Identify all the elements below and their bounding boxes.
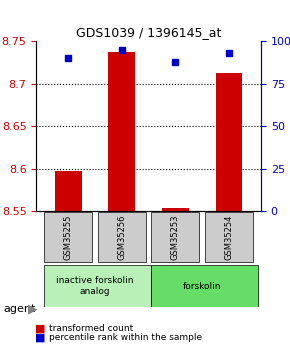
Title: GDS1039 / 1396145_at: GDS1039 / 1396145_at — [76, 26, 221, 39]
Text: transformed count: transformed count — [49, 324, 134, 333]
Text: GSM35253: GSM35253 — [171, 215, 180, 260]
Bar — [55, 171, 82, 211]
Text: GSM35254: GSM35254 — [224, 215, 233, 260]
Text: agent: agent — [3, 304, 35, 314]
FancyBboxPatch shape — [44, 265, 151, 307]
FancyBboxPatch shape — [151, 213, 200, 262]
Text: GSM35256: GSM35256 — [117, 215, 126, 260]
Text: GSM35255: GSM35255 — [64, 215, 73, 260]
Bar — [162, 208, 189, 211]
Bar — [108, 52, 135, 211]
Text: inactive forskolin
analog: inactive forskolin analog — [56, 276, 134, 296]
Text: ■: ■ — [35, 333, 45, 342]
Text: percentile rank within the sample: percentile rank within the sample — [49, 333, 202, 342]
FancyBboxPatch shape — [151, 265, 258, 307]
Bar — [215, 73, 242, 211]
Text: ■: ■ — [35, 324, 45, 334]
FancyBboxPatch shape — [98, 213, 146, 262]
Text: forskolin: forskolin — [183, 282, 221, 290]
Text: ▶: ▶ — [28, 302, 37, 315]
FancyBboxPatch shape — [44, 213, 93, 262]
FancyBboxPatch shape — [205, 213, 253, 262]
